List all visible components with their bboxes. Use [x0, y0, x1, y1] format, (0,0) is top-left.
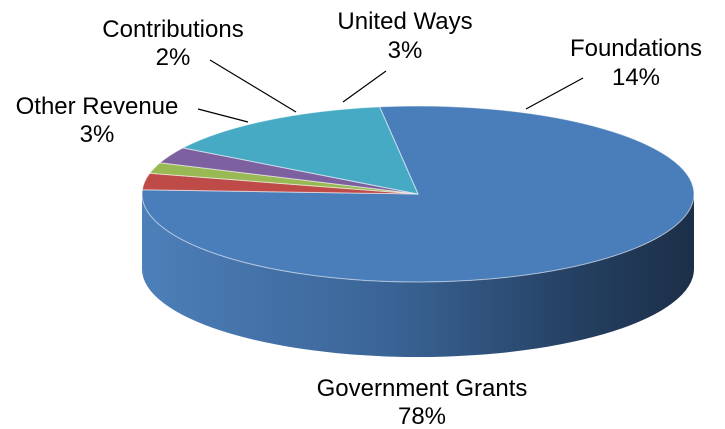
side-government-grants: [142, 194, 694, 357]
label-name-contributions: Contributions: [102, 16, 243, 43]
label-value-foundations: 14%: [612, 64, 660, 91]
label-value-other-revenue: 3%: [80, 121, 115, 148]
label-name-other-revenue: Other Revenue: [16, 93, 179, 120]
label-value-united-ways: 3%: [388, 37, 423, 64]
slice-government-grants: [141, 105, 695, 283]
leader-foundations: [525, 77, 584, 110]
label-name-foundations: Foundations: [570, 35, 702, 62]
label-name-united-ways: United Ways: [337, 8, 472, 35]
label-value-contributions: 2%: [156, 44, 191, 71]
leader-other-revenue: [197, 108, 249, 123]
leader-united-ways: [342, 70, 387, 103]
slice-foundations: [181, 106, 419, 195]
leader-lines: [197, 59, 584, 123]
pie-side-wall: [142, 194, 694, 357]
label-name-government-grants: Government Grants: [317, 375, 528, 402]
label-value-government-grants: 78%: [398, 403, 446, 429]
pie-slices: [141, 105, 695, 283]
leader-contributions: [209, 59, 297, 113]
